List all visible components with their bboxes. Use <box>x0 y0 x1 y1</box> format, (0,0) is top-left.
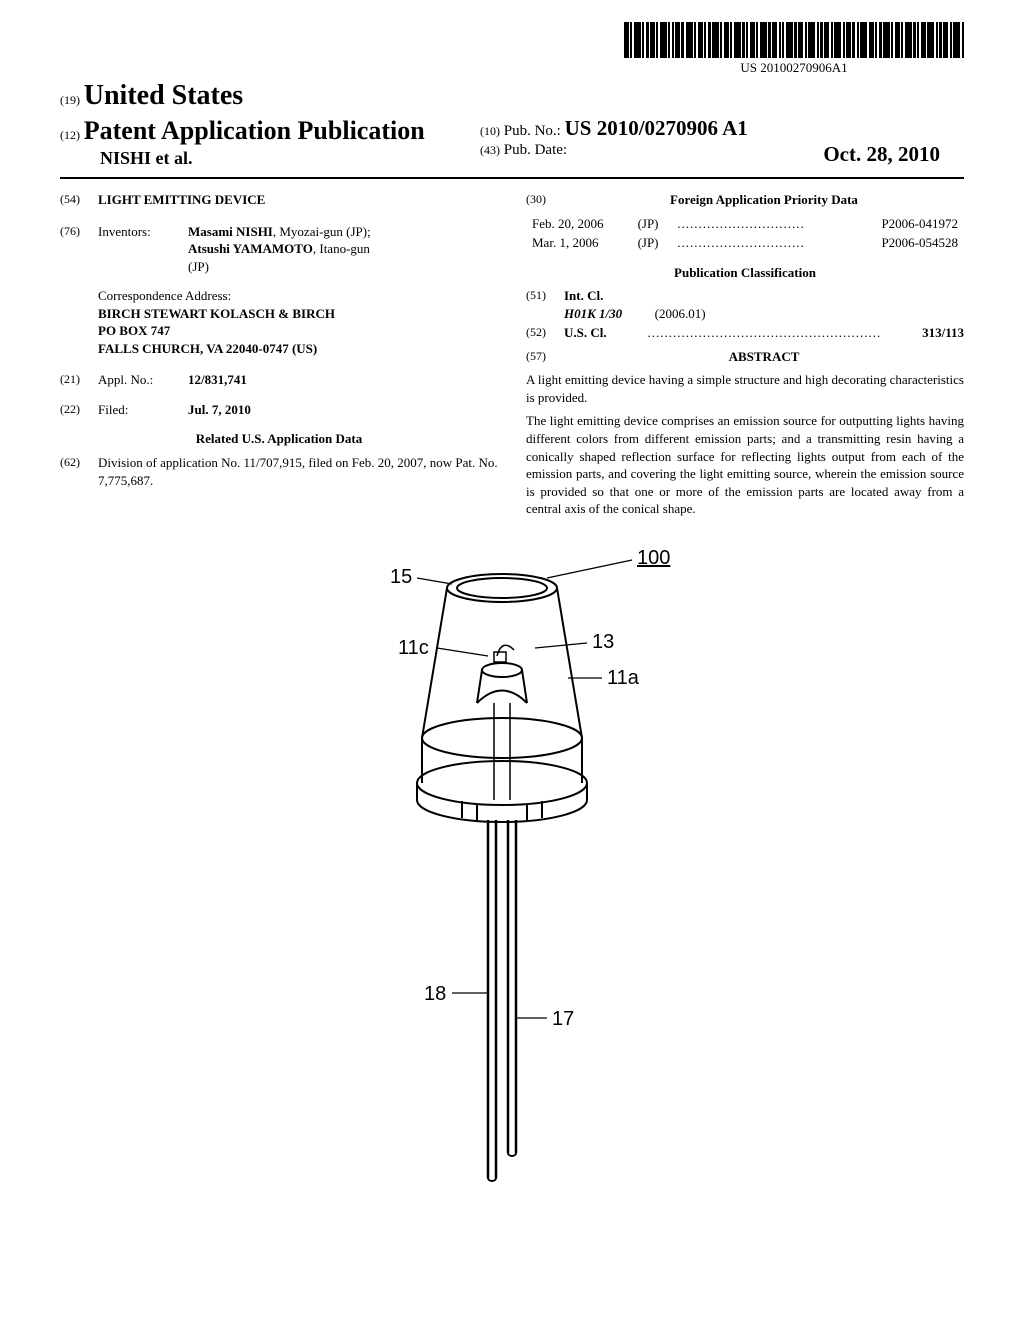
correspondence-block: Correspondence Address: BIRCH STEWART KO… <box>98 287 498 357</box>
corr-l1: BIRCH STEWART KOLASCH & BIRCH <box>98 305 498 323</box>
uscl-num: (52) <box>526 324 564 342</box>
fig-label-15: 15 <box>390 566 412 588</box>
inventor-2: Atsushi YAMAMOTO <box>188 241 313 256</box>
corr-l2: PO BOX 747 <box>98 322 498 340</box>
priority-num: P2006-041972 <box>852 215 962 233</box>
uscl-label: U.S. Cl. <box>564 324 607 342</box>
pubno-value: US 2010/0270906 A1 <box>565 116 748 140</box>
priority-num: P2006-054528 <box>852 234 962 252</box>
inventors-list: Masami NISHI, Myozai-gun (JP); Atsushi Y… <box>188 223 498 276</box>
invention-title: LIGHT EMITTING DEVICE <box>98 191 498 209</box>
left-column: (54) LIGHT EMITTING DEVICE (76) Inventor… <box>60 191 498 524</box>
inventors-label: Inventors: <box>98 223 188 276</box>
filed-label: Filed: <box>98 401 188 419</box>
fig-label-100: 100 <box>637 548 670 569</box>
abstract-title: ABSTRACT <box>564 348 964 366</box>
abstract-body: A light emitting device having a simple … <box>526 371 964 517</box>
priority-row: Feb. 20, 2006 (JP) .....................… <box>528 215 962 233</box>
fig-label-18: 18 <box>424 983 446 1005</box>
inventor-1: Masami NISHI <box>188 224 273 239</box>
abstract-p2: The light emitting device comprises an e… <box>526 412 964 517</box>
barcode-block: US 20100270906A1 <box>624 22 964 76</box>
applno-num: (21) <box>60 371 98 389</box>
pubno-label: Pub. No.: <box>504 123 561 139</box>
pubdate-value: Oct. 28, 2010 <box>823 142 940 167</box>
fig-label-11a: 11a <box>607 667 640 689</box>
header-separator <box>60 177 964 179</box>
corr-label: Correspondence Address: <box>98 287 498 305</box>
two-column-body: (54) LIGHT EMITTING DEVICE (76) Inventor… <box>60 191 964 524</box>
pubno-prefix: (10) <box>480 124 500 138</box>
uscl-value: 313/113 <box>922 324 964 342</box>
barcode <box>624 22 964 58</box>
foreign-num: (30) <box>526 191 564 209</box>
priority-dots: .............................. <box>673 215 850 233</box>
division-num: (62) <box>60 454 98 489</box>
fig-label-11c: 11c <box>398 637 429 659</box>
corr-l3: FALLS CHURCH, VA 22040-0747 (US) <box>98 340 498 358</box>
filed-value: Jul. 7, 2010 <box>188 401 498 419</box>
related-data-title: Related U.S. Application Data <box>60 430 498 448</box>
pubtype-prefix: (12) <box>60 128 80 142</box>
intcl-num: (51) <box>526 287 564 322</box>
division-text: Division of application No. 11/707,915, … <box>98 454 498 489</box>
priority-cc: (JP) <box>634 234 672 252</box>
intcl-year: (2006.01) <box>655 306 706 321</box>
pubdate-prefix: (43) <box>480 143 500 157</box>
title-num: (54) <box>60 191 98 209</box>
applno-value: 12/831,741 <box>188 371 498 389</box>
filed-num: (22) <box>60 401 98 419</box>
country-prefix: (19) <box>60 93 80 107</box>
led-figure-svg: 100 15 11c 13 11a 18 17 <box>302 548 722 1188</box>
priority-table: Feb. 20, 2006 (JP) .....................… <box>526 213 964 254</box>
priority-cc: (JP) <box>634 215 672 233</box>
applno-label: Appl. No.: <box>98 371 188 389</box>
abstract-p1: A light emitting device having a simple … <box>526 371 964 406</box>
foreign-title: Foreign Application Priority Data <box>564 191 964 209</box>
abstract-num: (57) <box>526 348 564 366</box>
intcl-label: Int. Cl. <box>564 288 603 303</box>
pubdate-label: Pub. Date: <box>504 142 567 158</box>
pubtype: Patent Application Publication <box>84 116 425 145</box>
classification-title: Publication Classification <box>526 264 964 282</box>
barcode-text: US 20100270906A1 <box>624 60 964 76</box>
priority-date: Mar. 1, 2006 <box>528 234 632 252</box>
country-name: United States <box>84 80 243 111</box>
patent-figure: 100 15 11c 13 11a 18 17 <box>60 548 964 1193</box>
right-column: (30) Foreign Application Priority Data F… <box>526 191 964 524</box>
priority-date: Feb. 20, 2006 <box>528 215 632 233</box>
intcl-code: H01K 1/30 <box>564 306 622 321</box>
fig-label-13: 13 <box>592 631 614 653</box>
inventors-num: (76) <box>60 223 98 276</box>
uscl-dots: ........................................… <box>607 324 922 342</box>
priority-row: Mar. 1, 2006 (JP) ......................… <box>528 234 962 252</box>
priority-dots: .............................. <box>673 234 850 252</box>
fig-label-17: 17 <box>552 1008 574 1030</box>
